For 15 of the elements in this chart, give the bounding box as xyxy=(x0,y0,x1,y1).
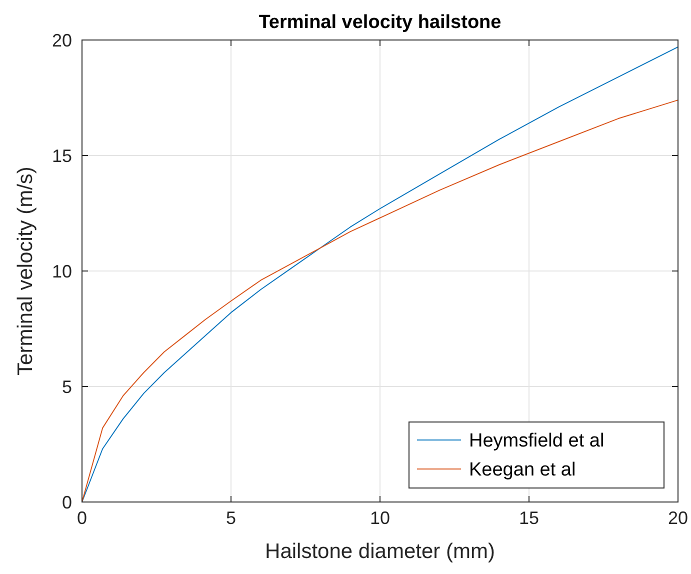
x-tick-label: 0 xyxy=(76,508,88,528)
chart-title: Terminal velocity hailstone xyxy=(258,12,502,33)
x-tick-label: 5 xyxy=(226,508,236,528)
x-tick-label: 10 xyxy=(370,508,390,528)
x-axis-title: Hailstone diameter (mm) xyxy=(265,540,495,563)
x-tick-label: 20 xyxy=(668,508,688,528)
legend-label: Heymsfield et al xyxy=(469,430,604,452)
x-tick-label: 15 xyxy=(518,508,540,528)
legend-label: Keegan et al xyxy=(469,460,576,481)
y-tick-label: 15 xyxy=(52,146,72,166)
y-tick-label: 10 xyxy=(52,261,72,282)
y-axis-title: Terminal velocity (m/s) xyxy=(14,166,37,376)
y-tick-label: 20 xyxy=(52,30,72,50)
y-tick-label: 5 xyxy=(62,376,72,397)
y-tick-label: 0 xyxy=(62,492,72,512)
